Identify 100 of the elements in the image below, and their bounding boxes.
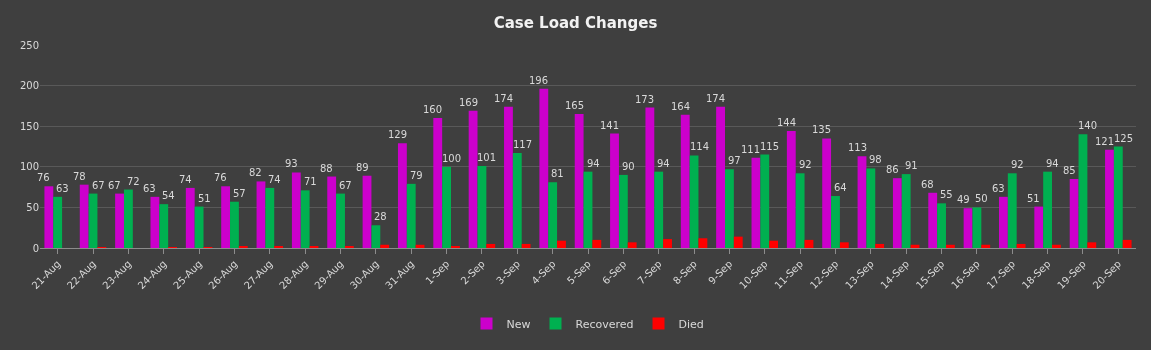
bar bbox=[822, 138, 832, 248]
bar bbox=[1069, 178, 1079, 248]
bar bbox=[972, 207, 982, 248]
data-label: 74 bbox=[268, 174, 281, 185]
bar bbox=[433, 118, 443, 248]
bar bbox=[406, 183, 416, 248]
data-label: 113 bbox=[848, 142, 868, 153]
bar bbox=[645, 107, 655, 248]
bar bbox=[831, 196, 840, 248]
data-label: 114 bbox=[690, 141, 710, 152]
data-label: 72 bbox=[127, 176, 140, 187]
data-label: 67 bbox=[92, 180, 105, 191]
bar bbox=[574, 114, 584, 248]
data-label: 135 bbox=[812, 124, 832, 135]
data-label: 93 bbox=[285, 158, 298, 169]
bar bbox=[371, 225, 381, 248]
data-label: 144 bbox=[777, 117, 797, 128]
bar bbox=[981, 244, 991, 248]
y-tick-label: 250 bbox=[19, 39, 39, 51]
bar bbox=[769, 240, 779, 248]
bar bbox=[380, 244, 390, 248]
bar bbox=[539, 88, 549, 248]
data-label: 111 bbox=[741, 144, 761, 155]
data-label: 74 bbox=[179, 174, 192, 185]
bar bbox=[521, 243, 531, 248]
bar bbox=[300, 190, 310, 248]
bar bbox=[1052, 244, 1061, 248]
bar bbox=[901, 174, 911, 248]
bar bbox=[999, 196, 1008, 248]
bar bbox=[504, 106, 513, 248]
data-label: 91 bbox=[905, 160, 918, 171]
data-label: 115 bbox=[760, 141, 780, 152]
bar bbox=[592, 239, 602, 248]
data-label: 160 bbox=[423, 104, 443, 115]
legend-label: Recovered bbox=[575, 317, 634, 331]
data-label: 92 bbox=[799, 159, 812, 170]
bar bbox=[1034, 206, 1044, 248]
data-label: 82 bbox=[249, 167, 262, 178]
bar bbox=[256, 181, 266, 248]
bar bbox=[468, 110, 478, 248]
bar bbox=[548, 182, 558, 248]
bar bbox=[937, 203, 946, 248]
bar bbox=[680, 114, 690, 248]
bar bbox=[928, 192, 938, 248]
data-label: 78 bbox=[73, 171, 86, 182]
bar bbox=[53, 196, 63, 248]
bar bbox=[866, 168, 876, 248]
bar bbox=[557, 240, 566, 248]
bar bbox=[839, 242, 849, 248]
bar bbox=[291, 172, 301, 248]
data-label: 98 bbox=[869, 154, 882, 165]
bar bbox=[689, 155, 699, 248]
bar bbox=[336, 193, 345, 248]
data-label: 55 bbox=[940, 189, 953, 200]
bar bbox=[1113, 146, 1123, 248]
data-label: 76 bbox=[214, 172, 227, 183]
y-tick-label: 50 bbox=[26, 201, 39, 213]
data-label: 64 bbox=[834, 182, 847, 193]
data-label: 76 bbox=[37, 172, 50, 183]
bar bbox=[150, 196, 160, 248]
bar bbox=[486, 243, 496, 248]
bar bbox=[88, 193, 98, 248]
data-label: 79 bbox=[410, 170, 423, 181]
data-label: 68 bbox=[921, 179, 934, 190]
data-label: 88 bbox=[320, 163, 333, 174]
y-tick-label: 200 bbox=[19, 80, 39, 92]
data-label: 63 bbox=[143, 183, 156, 194]
bar bbox=[362, 175, 372, 248]
bar bbox=[618, 174, 628, 248]
bar bbox=[583, 171, 593, 248]
y-tick-label: 100 bbox=[19, 161, 39, 173]
bar bbox=[159, 204, 169, 248]
bar bbox=[733, 236, 743, 248]
bar bbox=[857, 156, 867, 248]
data-label: 63 bbox=[56, 183, 69, 194]
bar bbox=[751, 157, 761, 248]
chart-title: Case Load Changes bbox=[493, 14, 658, 32]
bar bbox=[397, 143, 407, 248]
bar bbox=[442, 166, 451, 248]
bar bbox=[1007, 173, 1017, 248]
bar bbox=[1122, 239, 1132, 248]
bar bbox=[185, 187, 195, 248]
data-label: 140 bbox=[1078, 120, 1098, 131]
data-label: 94 bbox=[587, 158, 600, 169]
bar bbox=[230, 201, 239, 248]
legend-label: New bbox=[506, 317, 531, 331]
bar bbox=[477, 165, 487, 248]
data-label: 100 bbox=[442, 153, 462, 164]
bar bbox=[725, 169, 734, 248]
data-label: 129 bbox=[388, 129, 408, 140]
data-label: 169 bbox=[459, 97, 479, 108]
bar bbox=[760, 154, 770, 248]
bar bbox=[327, 176, 337, 248]
data-label: 164 bbox=[671, 101, 691, 112]
bar bbox=[875, 243, 885, 248]
data-label: 196 bbox=[529, 75, 549, 86]
data-label: 89 bbox=[356, 162, 369, 173]
data-label: 94 bbox=[1046, 158, 1059, 169]
data-label: 57 bbox=[233, 188, 246, 199]
bar bbox=[44, 186, 54, 248]
